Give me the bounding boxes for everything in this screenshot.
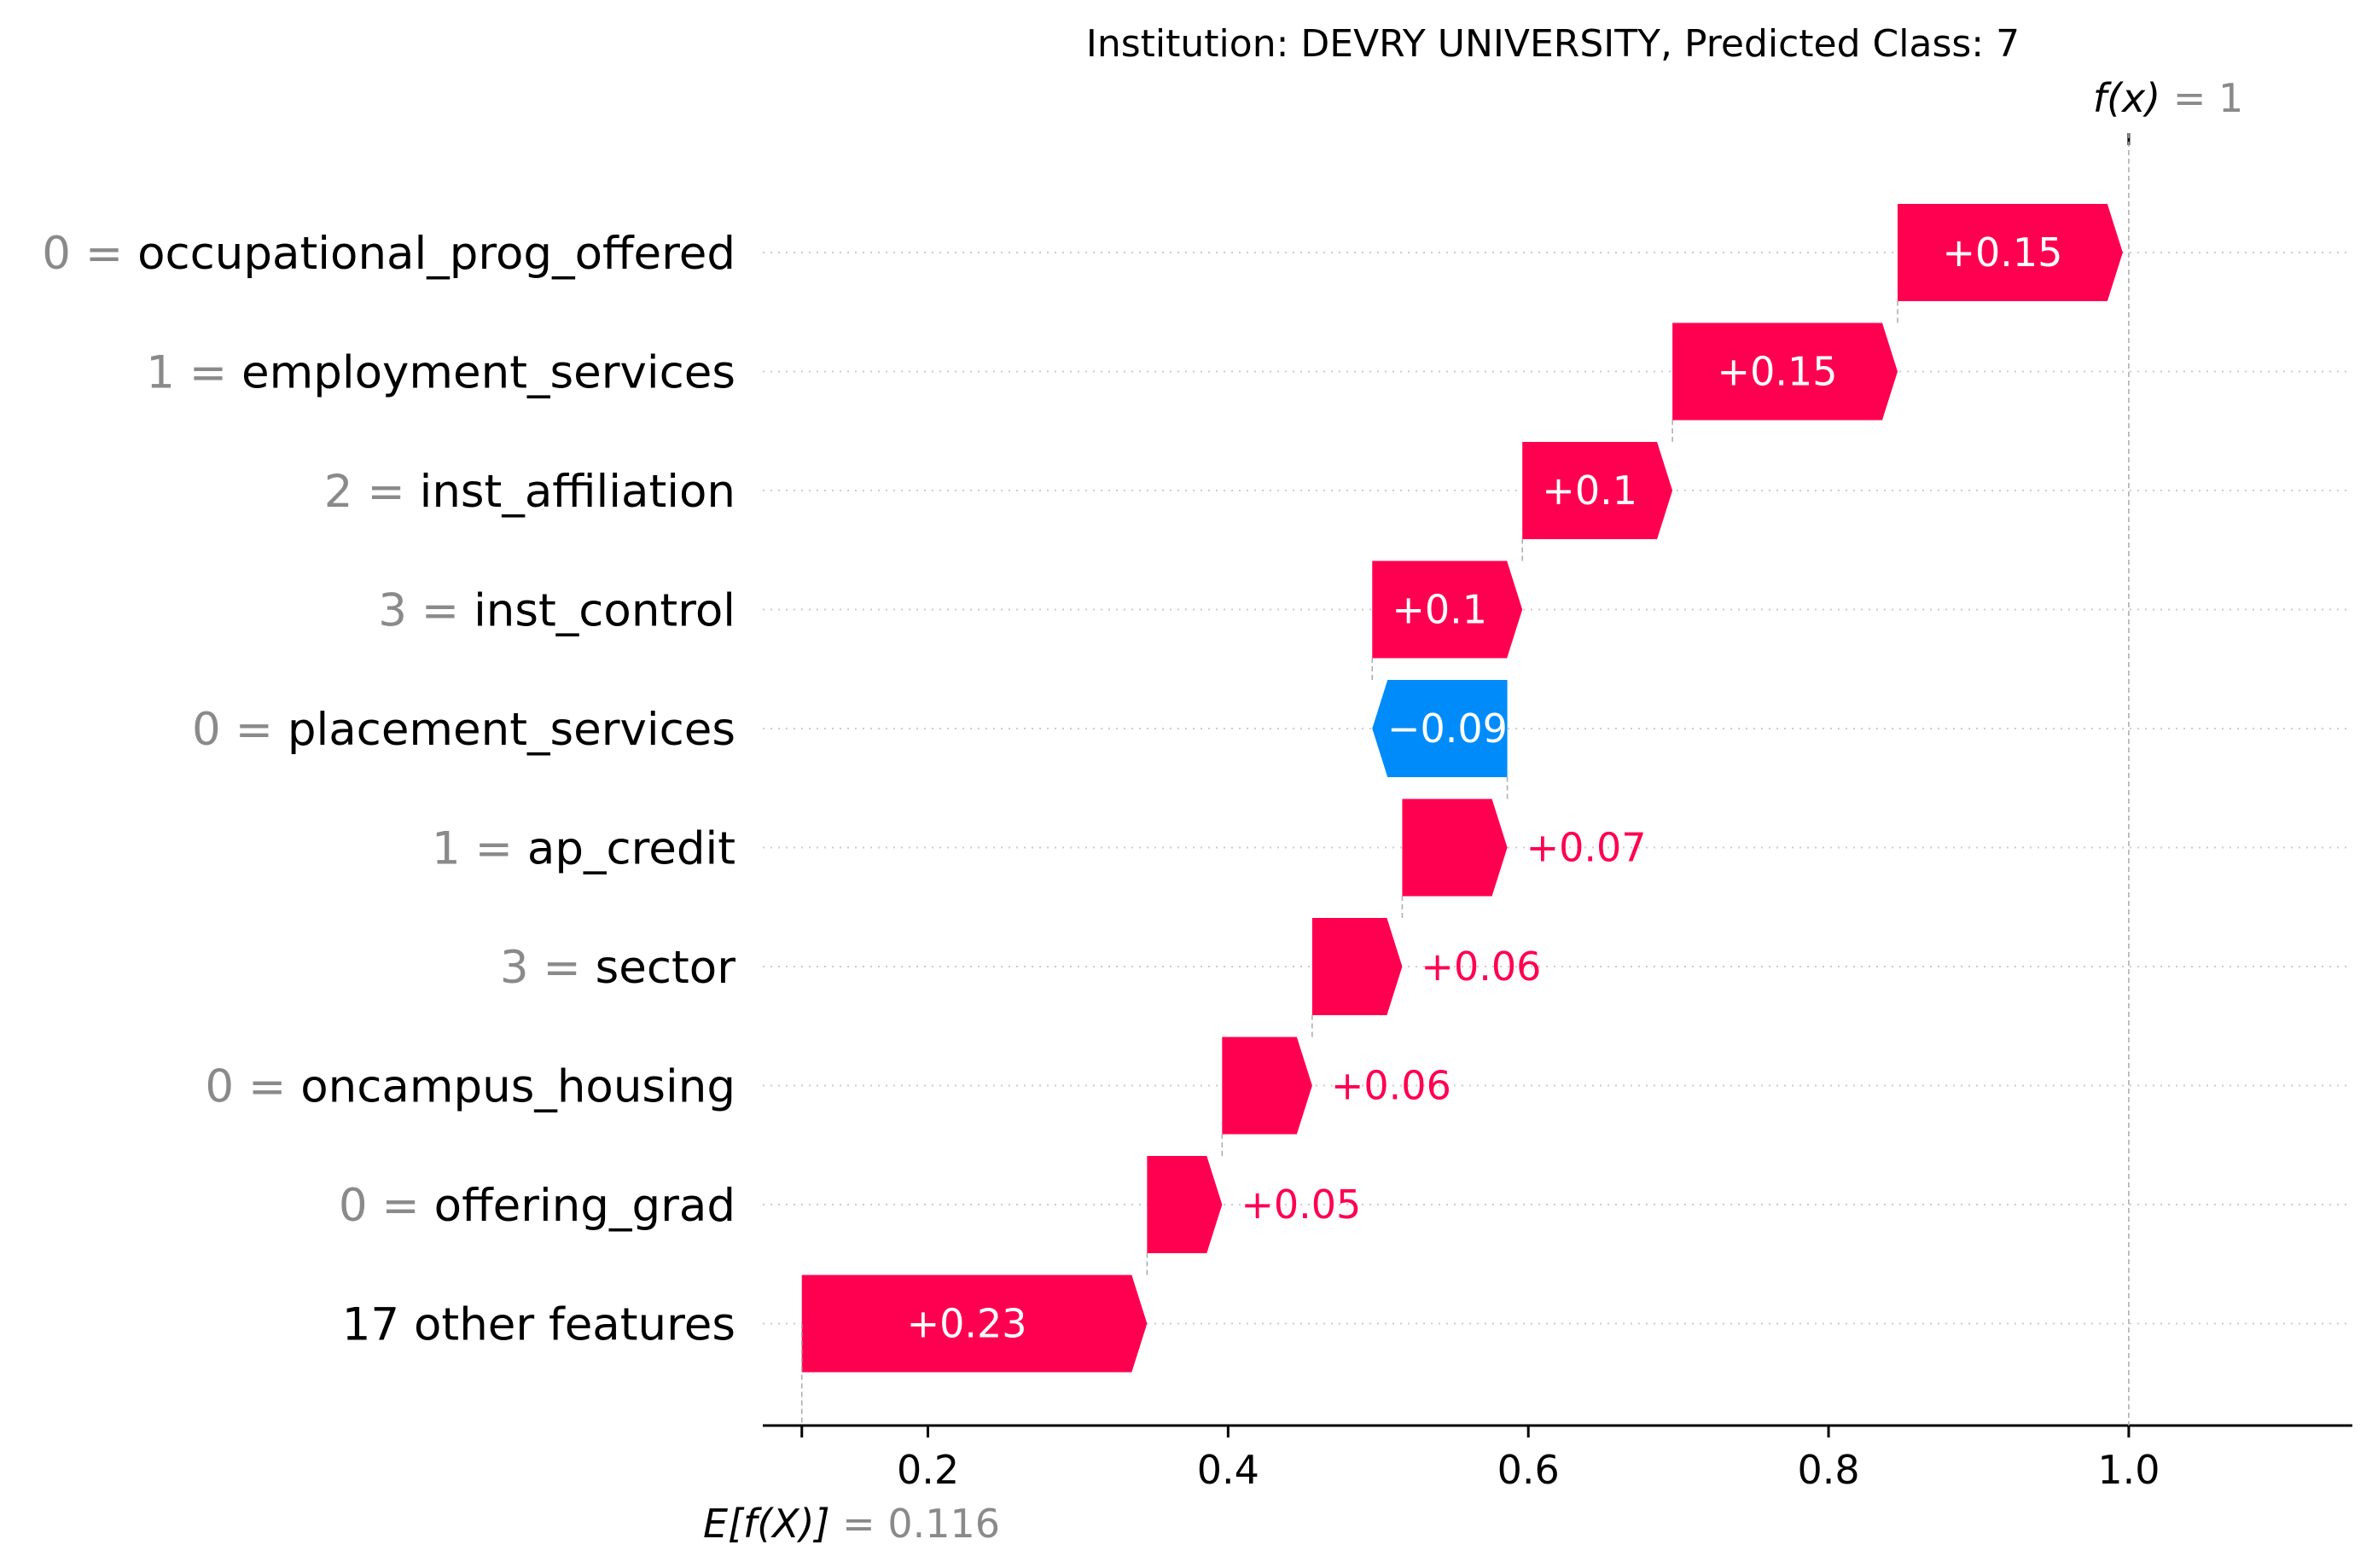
base-label: E[f(X)] [703, 1501, 830, 1547]
bar [1672, 322, 1898, 421]
bar-value-label: +0.23 [907, 1301, 1027, 1347]
feature-value: 1 = [146, 347, 241, 399]
feature-label: 0 = oncampus_housing [205, 1061, 735, 1113]
feature-value: 0 = [339, 1180, 434, 1232]
output-label: f(x) [2093, 75, 2160, 121]
feature-name: placement_services [288, 704, 735, 756]
x-tick-label: 0.6 [1497, 1447, 1560, 1493]
feature-label: 0 = occupational_prog_offered [42, 228, 735, 280]
feature-value: 0 = [42, 228, 137, 280]
feature-label: 2 = inst_affiliation [324, 466, 735, 518]
feature-value: 0 = [205, 1061, 300, 1113]
bar [1372, 680, 1508, 777]
bar [1147, 1156, 1223, 1253]
x-tick-label: 0.4 [1197, 1447, 1259, 1493]
bar [1402, 799, 1508, 897]
bar [1222, 1037, 1312, 1135]
feature-value: 3 = [500, 942, 596, 994]
feature-name: 17 other features [342, 1299, 735, 1351]
feature-name: inst_affiliation [420, 466, 735, 518]
feature-label: 0 = placement_services [192, 704, 735, 756]
bar-value-label: +0.1 [1392, 587, 1487, 633]
feature-label: 1 = ap_credit [432, 823, 735, 875]
bar [801, 1275, 1148, 1373]
x-axis: 0.2 0.4 0.6 0.8 1.0 [763, 133, 2352, 1493]
bar [1897, 204, 2123, 301]
feature-value: 1 = [432, 823, 527, 875]
feature-value: 2 = [324, 466, 420, 518]
feature-label: 17 other features [342, 1299, 735, 1351]
feature-name: ap_credit [527, 823, 735, 875]
feature-label: 0 = offering_grad [339, 1180, 735, 1232]
bar-value-label: +0.15 [1718, 349, 1838, 395]
feature-label: 3 = inst_control [378, 585, 735, 637]
bar-value-label: +0.1 [1542, 467, 1637, 514]
bar-value-label: +0.07 [1526, 825, 1647, 871]
feature-value: 0 = [192, 704, 288, 756]
bar-value-label: +0.06 [1421, 944, 1541, 990]
base-value: = 0.116 [830, 1501, 1000, 1547]
feature-name: employment_services [241, 347, 735, 399]
annotations: f(x) = 1 E[f(X)] = 0.116 [703, 75, 2243, 1547]
bar [1522, 442, 1673, 539]
x-tick-label: 1.0 [2097, 1447, 2160, 1493]
feature-label: 1 = employment_services [146, 347, 735, 399]
bar-value-label: +0.05 [1241, 1182, 1361, 1228]
bar [1311, 918, 1403, 1015]
rows-layer: 0 = occupational_prog_offered 1 = employm… [42, 228, 2346, 1351]
feature-value: 3 = [378, 585, 474, 637]
bar-value-label: −0.09 [1387, 706, 1508, 752]
chart-title: Institution: DEVRY UNIVERSITY, Predicted… [1086, 22, 2020, 66]
base-value-annotation: E[f(X)] = 0.116 [703, 1501, 1000, 1547]
bar-value-label: +0.06 [1331, 1063, 1451, 1109]
feature-name: oncampus_housing [300, 1061, 735, 1113]
x-tick-label: 0.8 [1797, 1447, 1859, 1493]
feature-name: sector [596, 942, 736, 994]
feature-label: 3 = sector [500, 942, 735, 994]
output-value: = 1 [2160, 75, 2243, 121]
bar-value-label: +0.15 [1942, 229, 2062, 276]
bar [1372, 560, 1523, 659]
feature-name: occupational_prog_offered [137, 228, 735, 280]
feature-name: offering_grad [434, 1180, 735, 1232]
bars-layer: +0.15 +0.15 +0.1 +0.1 −0.09 +0.07 +0.06 +0.06 +0… [801, 204, 2123, 1373]
feature-name: inst_control [474, 585, 735, 637]
x-tick-label: 0.2 [897, 1447, 959, 1493]
output-value-annotation: f(x) = 1 [2093, 75, 2243, 121]
